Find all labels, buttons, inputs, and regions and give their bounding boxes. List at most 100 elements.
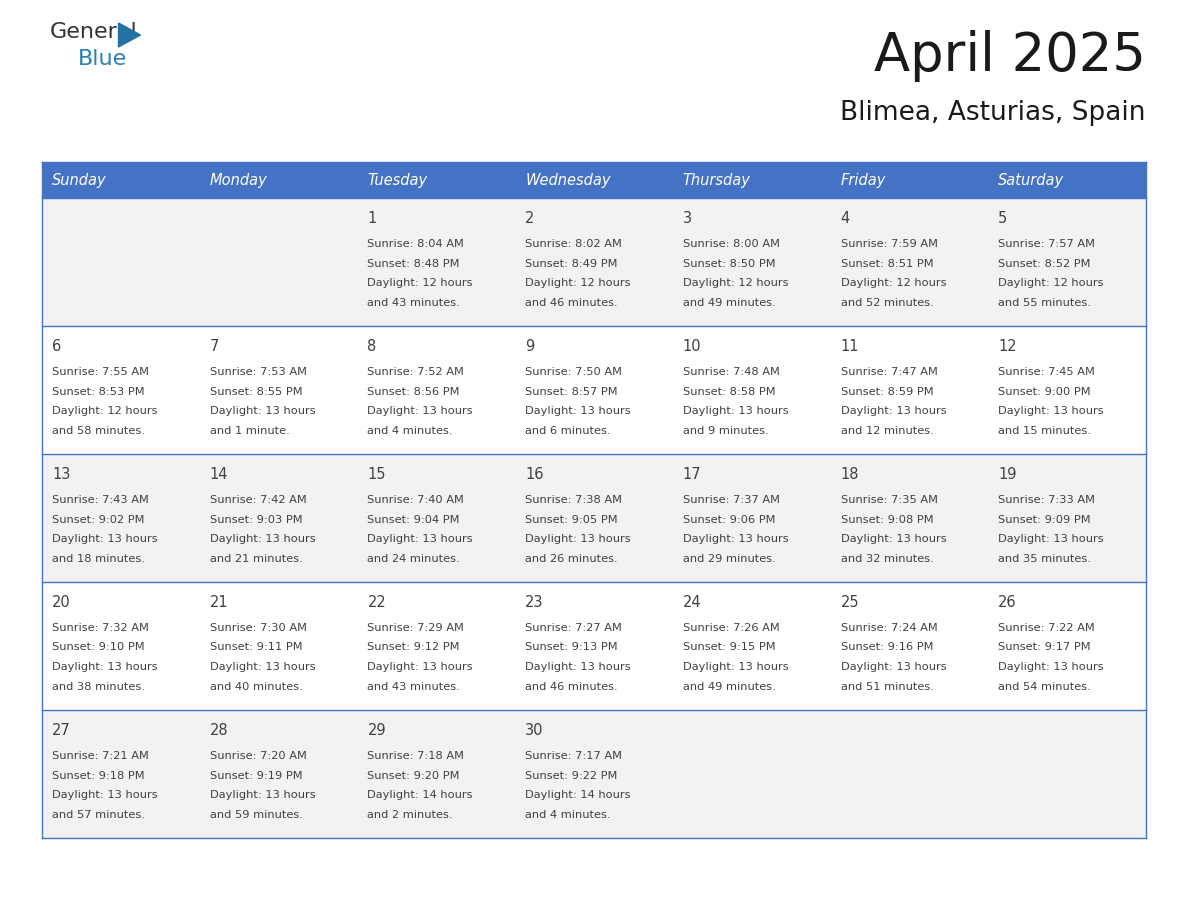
Text: Thursday: Thursday <box>683 173 751 187</box>
Text: Blimea, Asturias, Spain: Blimea, Asturias, Spain <box>840 100 1146 126</box>
Text: Daylight: 13 hours: Daylight: 13 hours <box>52 662 158 672</box>
Text: Sunrise: 7:47 AM: Sunrise: 7:47 AM <box>841 367 937 377</box>
Text: and 40 minutes.: and 40 minutes. <box>210 681 303 691</box>
Text: Sunset: 8:57 PM: Sunset: 8:57 PM <box>525 386 618 397</box>
Text: 13: 13 <box>52 467 70 482</box>
Text: Saturday: Saturday <box>998 173 1064 187</box>
Text: and 24 minutes.: and 24 minutes. <box>367 554 460 564</box>
Text: Monday: Monday <box>210 173 267 187</box>
Text: 4: 4 <box>841 211 849 226</box>
Text: 8: 8 <box>367 339 377 354</box>
Text: Sunset: 9:11 PM: Sunset: 9:11 PM <box>210 643 302 653</box>
Bar <box>42 710 1146 838</box>
Text: Sunset: 9:10 PM: Sunset: 9:10 PM <box>52 643 145 653</box>
Text: and 21 minutes.: and 21 minutes. <box>210 554 303 564</box>
Text: and 35 minutes.: and 35 minutes. <box>998 554 1091 564</box>
Text: and 15 minutes.: and 15 minutes. <box>998 426 1091 435</box>
Text: Sunset: 9:15 PM: Sunset: 9:15 PM <box>683 643 776 653</box>
Text: Wednesday: Wednesday <box>525 173 611 187</box>
Text: 27: 27 <box>52 723 71 738</box>
Text: Daylight: 12 hours: Daylight: 12 hours <box>367 278 473 288</box>
Text: and 29 minutes.: and 29 minutes. <box>683 554 776 564</box>
Text: 10: 10 <box>683 339 701 354</box>
Text: Sunrise: 7:24 AM: Sunrise: 7:24 AM <box>841 623 937 633</box>
Text: Sunrise: 7:22 AM: Sunrise: 7:22 AM <box>998 623 1095 633</box>
Text: 2: 2 <box>525 211 535 226</box>
Text: Sunset: 8:59 PM: Sunset: 8:59 PM <box>841 386 934 397</box>
Text: and 2 minutes.: and 2 minutes. <box>367 810 453 820</box>
Text: and 46 minutes.: and 46 minutes. <box>525 681 618 691</box>
Text: Sunrise: 7:33 AM: Sunrise: 7:33 AM <box>998 495 1095 505</box>
Text: Sunrise: 7:38 AM: Sunrise: 7:38 AM <box>525 495 623 505</box>
Text: Daylight: 12 hours: Daylight: 12 hours <box>841 278 946 288</box>
Text: 20: 20 <box>52 595 71 610</box>
Text: and 43 minutes.: and 43 minutes. <box>367 297 460 308</box>
Text: Sunrise: 7:40 AM: Sunrise: 7:40 AM <box>367 495 465 505</box>
Text: Daylight: 12 hours: Daylight: 12 hours <box>525 278 631 288</box>
Text: 21: 21 <box>210 595 228 610</box>
Text: Daylight: 12 hours: Daylight: 12 hours <box>683 278 789 288</box>
Text: 19: 19 <box>998 467 1017 482</box>
Text: Sunrise: 7:21 AM: Sunrise: 7:21 AM <box>52 751 148 761</box>
Text: Sunrise: 7:55 AM: Sunrise: 7:55 AM <box>52 367 148 377</box>
Text: and 46 minutes.: and 46 minutes. <box>525 297 618 308</box>
Text: Sunrise: 7:17 AM: Sunrise: 7:17 AM <box>525 751 623 761</box>
Text: 24: 24 <box>683 595 701 610</box>
Bar <box>42 162 1146 198</box>
Text: Daylight: 13 hours: Daylight: 13 hours <box>683 406 789 416</box>
Text: 11: 11 <box>841 339 859 354</box>
Text: Sunrise: 7:43 AM: Sunrise: 7:43 AM <box>52 495 148 505</box>
Text: Tuesday: Tuesday <box>367 173 428 187</box>
Text: 28: 28 <box>210 723 228 738</box>
Text: 6: 6 <box>52 339 62 354</box>
Text: 30: 30 <box>525 723 544 738</box>
Text: and 59 minutes.: and 59 minutes. <box>210 810 303 820</box>
Text: Sunrise: 8:02 AM: Sunrise: 8:02 AM <box>525 239 623 249</box>
Text: Sunday: Sunday <box>52 173 107 187</box>
Text: Sunrise: 7:45 AM: Sunrise: 7:45 AM <box>998 367 1095 377</box>
Bar <box>42 198 1146 326</box>
Text: Sunset: 8:53 PM: Sunset: 8:53 PM <box>52 386 145 397</box>
Text: Daylight: 13 hours: Daylight: 13 hours <box>52 790 158 800</box>
Text: and 49 minutes.: and 49 minutes. <box>683 681 776 691</box>
Text: Sunset: 9:19 PM: Sunset: 9:19 PM <box>210 770 302 780</box>
Text: 18: 18 <box>841 467 859 482</box>
Text: and 51 minutes.: and 51 minutes. <box>841 681 934 691</box>
Text: Sunrise: 7:27 AM: Sunrise: 7:27 AM <box>525 623 623 633</box>
Text: Sunrise: 7:26 AM: Sunrise: 7:26 AM <box>683 623 779 633</box>
Polygon shape <box>119 23 140 47</box>
Text: Sunset: 8:49 PM: Sunset: 8:49 PM <box>525 259 618 268</box>
Text: Daylight: 13 hours: Daylight: 13 hours <box>998 534 1104 544</box>
Text: Daylight: 13 hours: Daylight: 13 hours <box>841 534 946 544</box>
Text: Sunset: 9:12 PM: Sunset: 9:12 PM <box>367 643 460 653</box>
Text: Sunset: 9:00 PM: Sunset: 9:00 PM <box>998 386 1091 397</box>
Text: 15: 15 <box>367 467 386 482</box>
Text: General: General <box>50 22 138 42</box>
Text: Blue: Blue <box>78 49 127 69</box>
Text: April 2025: April 2025 <box>874 30 1146 82</box>
Text: 1: 1 <box>367 211 377 226</box>
Text: Sunrise: 7:59 AM: Sunrise: 7:59 AM <box>841 239 937 249</box>
Text: Sunrise: 8:04 AM: Sunrise: 8:04 AM <box>367 239 465 249</box>
Text: Daylight: 13 hours: Daylight: 13 hours <box>683 662 789 672</box>
Text: Sunset: 9:13 PM: Sunset: 9:13 PM <box>525 643 618 653</box>
Text: 17: 17 <box>683 467 701 482</box>
Text: Sunset: 9:03 PM: Sunset: 9:03 PM <box>210 514 302 524</box>
Text: Sunrise: 7:52 AM: Sunrise: 7:52 AM <box>367 367 465 377</box>
Text: Sunset: 9:06 PM: Sunset: 9:06 PM <box>683 514 776 524</box>
Text: 25: 25 <box>841 595 859 610</box>
Text: Daylight: 13 hours: Daylight: 13 hours <box>525 406 631 416</box>
Text: 9: 9 <box>525 339 535 354</box>
Text: 23: 23 <box>525 595 544 610</box>
Text: Sunset: 9:08 PM: Sunset: 9:08 PM <box>841 514 934 524</box>
Text: and 52 minutes.: and 52 minutes. <box>841 297 934 308</box>
Text: Sunrise: 7:35 AM: Sunrise: 7:35 AM <box>841 495 937 505</box>
Text: Daylight: 13 hours: Daylight: 13 hours <box>210 790 315 800</box>
Text: Sunset: 8:50 PM: Sunset: 8:50 PM <box>683 259 776 268</box>
Text: Daylight: 13 hours: Daylight: 13 hours <box>210 534 315 544</box>
Text: Sunrise: 7:18 AM: Sunrise: 7:18 AM <box>367 751 465 761</box>
Text: and 18 minutes.: and 18 minutes. <box>52 554 145 564</box>
Text: Sunset: 8:48 PM: Sunset: 8:48 PM <box>367 259 460 268</box>
Text: 22: 22 <box>367 595 386 610</box>
Text: and 1 minute.: and 1 minute. <box>210 426 290 435</box>
